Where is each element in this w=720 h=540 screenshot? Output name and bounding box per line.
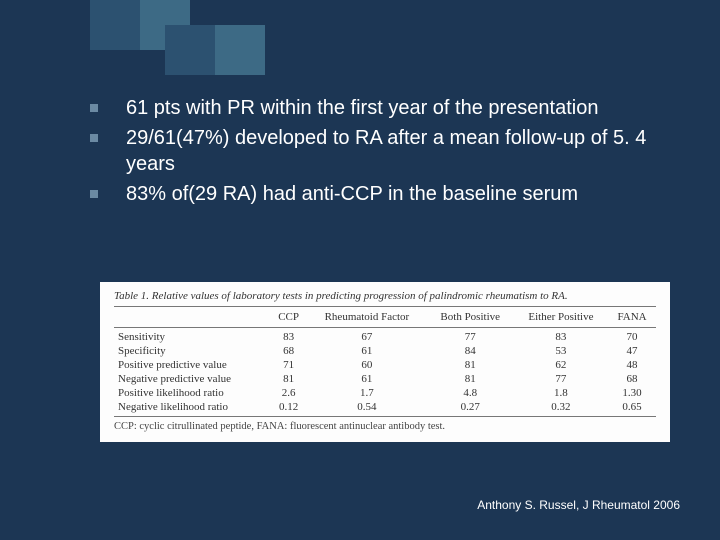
table-cell: 81 <box>427 372 514 386</box>
table-header-cell: CCP <box>270 309 307 325</box>
table-row: Positive predictive value7160816248 <box>114 358 656 372</box>
table-row: Sensitivity8367778370 <box>114 330 656 344</box>
table-cell: Positive predictive value <box>114 358 270 372</box>
table-cell: 0.32 <box>514 400 608 414</box>
table-cell: 84 <box>427 344 514 358</box>
table-cell: 81 <box>427 358 514 372</box>
table-cell: 0.65 <box>608 400 656 414</box>
table-cell: Negative likelihood ratio <box>114 400 270 414</box>
table-cell: 68 <box>270 344 307 358</box>
table-cell: 1.8 <box>514 386 608 400</box>
table-cell: 68 <box>608 372 656 386</box>
table-rule <box>114 306 656 307</box>
table-cell: 61 <box>307 344 426 358</box>
table-cell: 83 <box>514 330 608 344</box>
table-cell: 81 <box>270 372 307 386</box>
table-cell: Specificity <box>114 344 270 358</box>
table-cell: 47 <box>608 344 656 358</box>
table-row: Negative predictive value8161817768 <box>114 372 656 386</box>
table-footnote: CCP: cyclic citrullinated peptide, FANA:… <box>114 421 656 432</box>
table-cell: 70 <box>608 330 656 344</box>
citation-text: Anthony S. Russel, J Rheumatol 2006 <box>477 498 680 512</box>
table-caption: Table 1. Relative values of laboratory t… <box>114 290 656 302</box>
table-row: Negative likelihood ratio0.120.540.270.3… <box>114 400 656 414</box>
table-cell: 83 <box>270 330 307 344</box>
table-cell: 61 <box>307 372 426 386</box>
deco-square <box>90 0 140 50</box>
table-header-cell: FANA <box>608 309 656 325</box>
table-row: Positive likelihood ratio2.61.74.81.81.3… <box>114 386 656 400</box>
bullet-item: 29/61(47%) developed to RA after a mean … <box>70 125 680 177</box>
table-cell: 77 <box>427 330 514 344</box>
table-header-cell: Both Positive <box>427 309 514 325</box>
table-header-cell: Either Positive <box>514 309 608 325</box>
bullet-item: 83% of(29 RA) had anti-CCP in the baseli… <box>70 181 680 207</box>
data-table-panel: Table 1. Relative values of laboratory t… <box>100 282 670 442</box>
table-cell: 53 <box>514 344 608 358</box>
table-cell: 4.8 <box>427 386 514 400</box>
table-cell: 67 <box>307 330 426 344</box>
bullet-item: 61 pts with PR within the first year of … <box>70 95 680 121</box>
table-cell: 48 <box>608 358 656 372</box>
table-cell: 0.54 <box>307 400 426 414</box>
table-cell: 0.12 <box>270 400 307 414</box>
deco-square <box>215 25 265 75</box>
table-cell: 60 <box>307 358 426 372</box>
data-table: CCP Rheumatoid Factor Both Positive Eith… <box>114 309 656 414</box>
table-cell: Sensitivity <box>114 330 270 344</box>
table-row: Specificity6861845347 <box>114 344 656 358</box>
slide-content: 61 pts with PR within the first year of … <box>70 95 680 211</box>
bullet-list: 61 pts with PR within the first year of … <box>70 95 680 207</box>
table-cell: 71 <box>270 358 307 372</box>
table-cell: Positive likelihood ratio <box>114 386 270 400</box>
table-header-cell <box>114 309 270 325</box>
table-cell: 77 <box>514 372 608 386</box>
table-cell: 1.30 <box>608 386 656 400</box>
table-cell: 62 <box>514 358 608 372</box>
table-header-row: CCP Rheumatoid Factor Both Positive Eith… <box>114 309 656 325</box>
table-cell: 0.27 <box>427 400 514 414</box>
table-cell: 1.7 <box>307 386 426 400</box>
table-body: Sensitivity8367778370Specificity68618453… <box>114 325 656 414</box>
corner-decoration <box>90 0 290 50</box>
table-rule <box>114 416 656 417</box>
deco-square <box>165 25 215 75</box>
table-cell: Negative predictive value <box>114 372 270 386</box>
table-cell: 2.6 <box>270 386 307 400</box>
table-header-cell: Rheumatoid Factor <box>307 309 426 325</box>
